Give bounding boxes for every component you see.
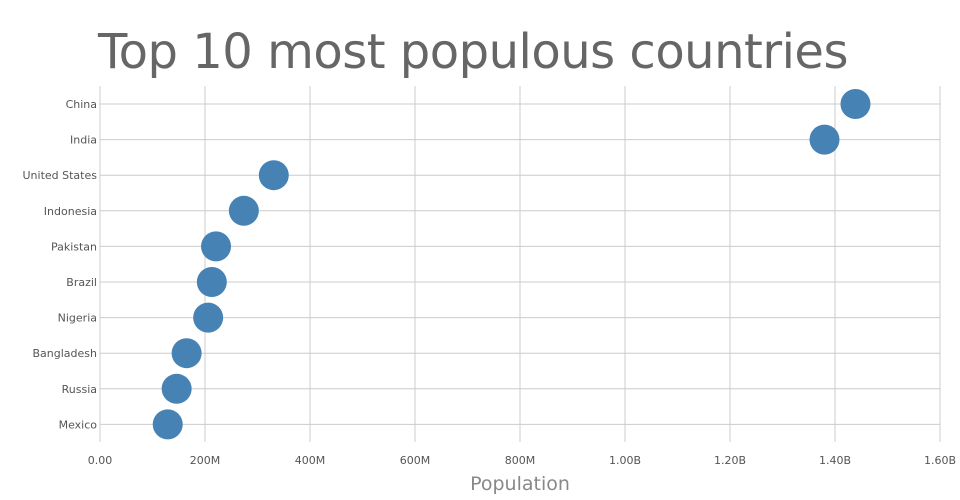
chart-title: Top 10 most populous countries — [98, 24, 848, 80]
y-tick-label: Bangladesh — [33, 347, 98, 360]
y-tick-label: Russia — [62, 383, 97, 396]
x-tick-label: 200M — [190, 454, 221, 467]
x-tick-label: 1.40B — [819, 454, 851, 467]
x-axis-ticks: 0.00 200M 400M 600M 800M 1.00B 1.20B 1.40B 1.60B — [88, 454, 956, 467]
data-point — [809, 124, 840, 155]
data-point — [193, 302, 224, 333]
x-tick-label: 400M — [295, 454, 326, 467]
data-point — [161, 373, 192, 404]
x-axis-title: Population — [470, 473, 570, 495]
data-point — [171, 338, 202, 369]
x-tick-label: 800M — [505, 454, 536, 467]
data-point — [152, 409, 183, 440]
x-tick-label: 1.20B — [714, 454, 746, 467]
x-tick-label: 1.60B — [924, 454, 956, 467]
data-point — [196, 267, 227, 297]
data-point — [201, 231, 232, 262]
y-tick-label: Nigeria — [58, 312, 97, 325]
x-tick-label: 1.00B — [609, 454, 641, 467]
y-tick-label: Brazil — [66, 276, 97, 289]
y-axis-ticks: China India United States Indonesia Pakistan… — [23, 98, 98, 431]
y-tick-label: Mexico — [59, 418, 98, 431]
data-point — [258, 160, 289, 191]
data-point — [228, 195, 259, 226]
y-tick-label: China — [66, 98, 97, 111]
x-tick-label: 0.00 — [88, 454, 113, 467]
y-tick-label: Indonesia — [44, 205, 97, 218]
data-points — [152, 89, 871, 440]
grid-lines — [99, 86, 941, 442]
data-point — [840, 89, 871, 119]
y-tick-label: Pakistan — [51, 240, 97, 253]
y-tick-label: India — [70, 134, 97, 147]
x-tick-label: 600M — [400, 454, 431, 467]
y-tick-label: United States — [23, 169, 98, 182]
